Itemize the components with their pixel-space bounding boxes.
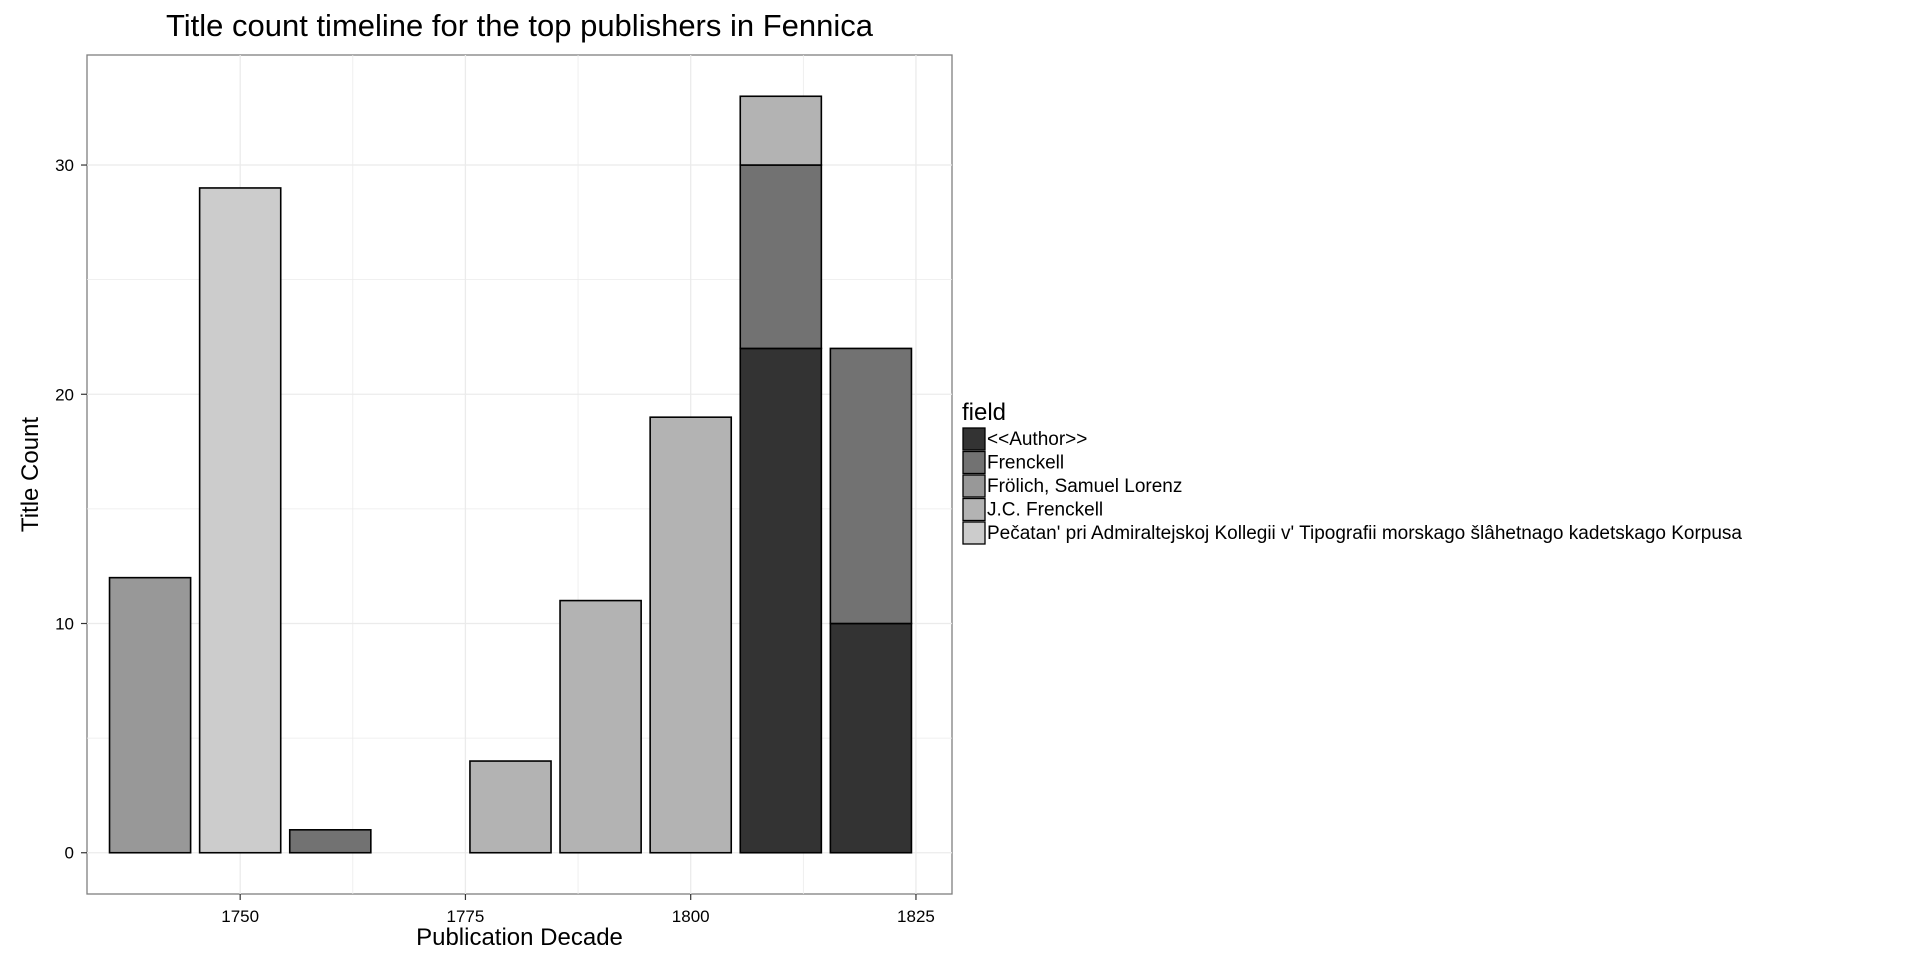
x-tick-label: 1800 — [672, 907, 710, 926]
chart-title: Title count timeline for the top publish… — [166, 8, 874, 43]
y-axis: 0 10 20 30 — [55, 156, 87, 863]
legend-key — [962, 497, 986, 522]
legend-label: Frölich, Samuel Lorenz — [987, 476, 1182, 497]
legend-key — [962, 450, 986, 475]
bar-segment — [649, 416, 733, 854]
bar-segment — [559, 599, 642, 854]
bar-segment — [739, 347, 823, 854]
legend-key — [962, 427, 986, 451]
x-axis: 1750 1775 1800 1825 — [221, 894, 935, 926]
y-tick-label: 30 — [55, 156, 74, 175]
legend-label: J.C. Frenckell — [987, 500, 1103, 521]
bar-segment — [288, 829, 372, 854]
x-axis-title: Publication Decade — [416, 924, 623, 951]
x-tick-label: 1775 — [447, 907, 485, 926]
x-tick-label: 1825 — [897, 907, 935, 926]
legend-label: Pečatan' pri Admiraltejskoj Kollegii v' … — [987, 523, 1742, 544]
bar-segment — [108, 576, 192, 854]
bar-segment — [469, 760, 552, 854]
legend-label: <<Author>> — [987, 429, 1087, 450]
legend-label: Frenckell — [987, 453, 1064, 474]
bars — [108, 95, 913, 854]
y-tick-label: 10 — [55, 615, 74, 634]
bar-segment — [739, 164, 823, 350]
y-tick-label: 20 — [55, 385, 74, 404]
legend-key — [962, 474, 986, 498]
legend-key — [962, 521, 986, 545]
bar-segment — [829, 347, 913, 625]
y-axis-title: Title Count — [17, 417, 44, 532]
x-tick-label: 1750 — [221, 907, 259, 926]
y-tick-label: 0 — [65, 844, 74, 863]
bar-segment — [739, 95, 823, 166]
legend-title: field — [962, 399, 1006, 426]
bar-segment — [829, 622, 913, 854]
bar-segment — [198, 187, 282, 854]
